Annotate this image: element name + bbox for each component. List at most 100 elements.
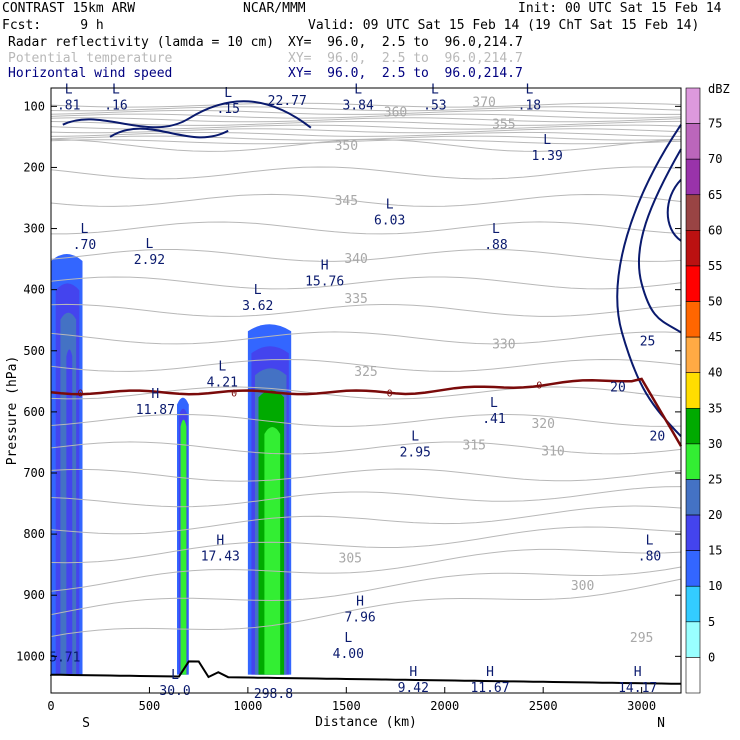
extremum-21-value: 4.00 xyxy=(333,647,364,662)
terrain-line xyxy=(50,660,682,685)
extremum-0-kind: L xyxy=(65,82,73,97)
colorbar-level-10: 50 xyxy=(708,295,722,309)
theta-label-9: 340 xyxy=(344,252,367,267)
colorbar-level-8: 40 xyxy=(708,366,722,380)
colorbar-level-14: 70 xyxy=(708,152,722,166)
theta-contour-29 xyxy=(50,578,682,637)
field-wind-xy: XY= 96.0, 2.5 to 96.0,214.7 xyxy=(288,66,523,81)
extremum-12-kind: H xyxy=(321,258,329,273)
colorbar-swatch-5 xyxy=(685,479,701,516)
field-reflectivity-name: Radar reflectivity (lamda = 10 cm) xyxy=(8,35,275,50)
extremum-16-value: .41 xyxy=(482,412,505,427)
extremum-9-kind: L xyxy=(81,222,89,237)
colorbar-swatch-13 xyxy=(685,194,701,231)
theta-label-4: 315 xyxy=(463,439,486,454)
theta-contour-25 xyxy=(50,505,682,535)
theta-contour-12 xyxy=(50,166,682,180)
y-tick-label-7: 800 xyxy=(23,527,45,541)
theta-contour-2 xyxy=(50,109,681,115)
wind-contour-3 xyxy=(637,148,682,334)
x-tick-label-1: 500 xyxy=(139,699,161,713)
extremum-22-value: 9.42 xyxy=(398,681,429,696)
colorbar-level-3: 15 xyxy=(708,544,722,558)
x-tick-label-2: 1000 xyxy=(233,699,262,713)
colorbar-swatch-16 xyxy=(685,87,701,124)
extremum-14-kind: L xyxy=(218,359,226,374)
theta-contour-1 xyxy=(50,106,682,112)
theta-label-2: 305 xyxy=(339,552,362,567)
wind-contour-0 xyxy=(62,100,312,129)
x-tick-label-4: 2000 xyxy=(430,699,459,713)
colorbar-swatch-7 xyxy=(685,407,701,445)
model-title: CONTRAST 15km ARW xyxy=(2,1,136,16)
x-tick-label-0: 0 xyxy=(47,699,54,713)
extremum-2-kind: L xyxy=(224,86,232,101)
colorbar-swatch-8 xyxy=(685,372,701,409)
theta-contour-17 xyxy=(50,303,682,317)
theta-label-3: 310 xyxy=(541,445,564,460)
extremum-22-kind: H xyxy=(409,665,417,680)
forecast-hour: Fcst: 9 h xyxy=(2,18,104,33)
freezing-level-label-1: 0 xyxy=(231,388,237,399)
colorbar-level-12: 60 xyxy=(708,223,722,237)
wind-speed-label-0: 25 xyxy=(640,335,656,350)
wind-speed-label-1: 20 xyxy=(610,380,626,395)
extremum-0-value: .81 xyxy=(57,98,80,113)
colorbar-swatch-10 xyxy=(685,301,701,338)
wind-contour-2 xyxy=(616,124,682,438)
y-tick-label-3: 400 xyxy=(23,283,45,297)
wind-speed-label-2: 20 xyxy=(650,429,666,444)
extremum-6-kind: L xyxy=(525,82,533,97)
theta-label-8: 335 xyxy=(344,292,367,307)
extremum-26-value: 30.0 xyxy=(159,684,190,699)
init-time: Init: 00 UTC Sat 15 Feb 14 xyxy=(518,1,722,16)
theta-label-12: 355 xyxy=(492,118,515,133)
colorbar-swatch-12 xyxy=(685,230,701,267)
theta-contour-11 xyxy=(50,138,682,152)
theta-contour-21 xyxy=(50,413,682,427)
extremum-15-value: 11.87 xyxy=(136,403,175,418)
colorbar-level-9: 45 xyxy=(708,330,722,344)
y-tick-label-4: 500 xyxy=(23,344,45,358)
theta-label-5: 320 xyxy=(531,417,554,432)
freezing-level-line xyxy=(50,377,683,447)
x-tick-label-3: 1500 xyxy=(332,699,361,713)
extremum-15-kind: H xyxy=(151,387,159,402)
colorbar-level-0: 0 xyxy=(708,650,715,664)
colorbar-level-13: 65 xyxy=(708,188,722,202)
theta-contour-3 xyxy=(50,113,682,119)
extremum-12-value: 15.76 xyxy=(305,274,344,289)
extremum-10-value: .88 xyxy=(484,238,507,253)
extremum-18-kind: H xyxy=(216,533,224,548)
colorbar-level-5: 25 xyxy=(708,472,722,486)
theta-contour-28 xyxy=(50,566,682,616)
freezing-level-label-2: 0 xyxy=(387,388,393,399)
theta-contour-13 xyxy=(50,193,682,207)
extremum-10-kind: L xyxy=(492,222,500,237)
y-tick-label-6: 700 xyxy=(23,466,45,480)
theta-contour-27 xyxy=(50,548,682,592)
theta-contour-24 xyxy=(50,486,682,508)
theta-label-14: 370 xyxy=(472,96,495,111)
y-tick-label-8: 900 xyxy=(23,588,45,602)
colorbar-swatch-11 xyxy=(685,265,701,302)
extremum-23-kind: H xyxy=(486,665,494,680)
extremum-6-value: .18 xyxy=(518,98,541,113)
extremum-24-kind: H xyxy=(634,665,642,680)
theta-contour-7 xyxy=(50,128,682,134)
extremum-11-kind: L xyxy=(146,237,154,252)
extremum-2-value: .15 xyxy=(216,102,239,117)
extremum-19-value: .80 xyxy=(638,549,661,564)
extremum-4-kind: L xyxy=(354,82,362,97)
field-theta-xy: XY= 96.0, 2.5 to 96.0,214.7 xyxy=(288,51,523,66)
field-theta-name: Potential temperature xyxy=(8,51,173,66)
extremum-8-kind: L xyxy=(386,197,394,212)
theta-contour-4 xyxy=(50,117,682,123)
extremum-20-value: 7.96 xyxy=(344,611,375,626)
extremum-7-kind: L xyxy=(543,133,551,148)
extremum-8-value: 6.03 xyxy=(374,213,405,228)
theta-label-1: 300 xyxy=(571,579,594,594)
extremum-7-value: 1.39 xyxy=(531,149,562,164)
colorbar-swatch-6 xyxy=(685,443,701,480)
